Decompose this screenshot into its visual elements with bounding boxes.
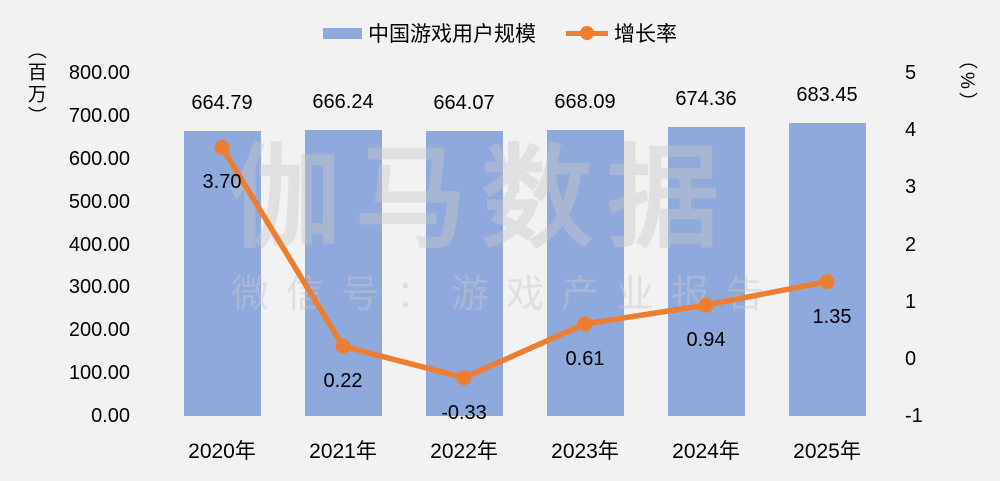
left-axis-tick: 0.00 xyxy=(91,405,130,427)
line-value-label: 0.94 xyxy=(686,329,726,352)
x-axis-label-2020年: 2020年 xyxy=(188,440,256,463)
right-axis-tick: 4 xyxy=(905,119,917,142)
bar-2024年 xyxy=(667,126,745,416)
bar-2023年 xyxy=(546,129,624,416)
bar-series-swatch-icon xyxy=(323,27,362,39)
right-axis-tick: 1 xyxy=(905,290,917,313)
right-axis-tick: 0 xyxy=(905,347,917,370)
bar-value-label: 674.36 xyxy=(675,87,737,110)
line-value-label: 1.35 xyxy=(812,305,852,328)
growth-rate-marker xyxy=(335,338,351,354)
bar-value-label: 664.79 xyxy=(191,91,253,114)
watermark-brand: 伽马数据 xyxy=(229,136,733,261)
bar-value-label: 683.45 xyxy=(796,83,858,106)
left-axis-tick: 800.00 xyxy=(68,62,130,84)
line-value-label: -0.33 xyxy=(441,401,487,424)
bar-2021年 xyxy=(304,130,382,416)
legend-item-bar-series: 中国游戏用户规模 xyxy=(323,18,536,48)
right-axis-tick: -1 xyxy=(905,405,923,427)
legend-label-bar-series: 中国游戏用户规模 xyxy=(368,23,536,46)
growth-rate-line xyxy=(219,145,828,381)
bar-2025年 xyxy=(788,122,866,416)
left-axis-tick: 500.00 xyxy=(68,190,130,213)
right-axis-tick: 2 xyxy=(905,233,917,256)
left-axis-tick: 300.00 xyxy=(68,276,130,299)
x-axis-label-2023年: 2023年 xyxy=(551,440,619,463)
left-axis-tick: 700.00 xyxy=(68,104,130,127)
growth-rate-marker xyxy=(456,370,472,386)
bar-value-label: 664.07 xyxy=(433,92,495,115)
left-axis-tick: 100.00 xyxy=(68,362,130,385)
line-series-marker-icon xyxy=(566,26,608,40)
x-axis-label-2025年: 2025年 xyxy=(793,440,861,463)
left-axis-tick: 600.00 xyxy=(68,147,130,170)
growth-rate-marker xyxy=(214,139,230,155)
right-axis-tick: 5 xyxy=(905,62,917,84)
bar-value-label: 668.09 xyxy=(554,90,616,113)
growth-rate-marker xyxy=(819,274,835,290)
legend: 中国游戏用户规模 增长率 xyxy=(0,18,1000,48)
left-axis-tick: 400.00 xyxy=(68,233,130,256)
bar-value-label: 666.24 xyxy=(312,91,374,114)
x-axis-label-2021年: 2021年 xyxy=(309,440,377,463)
line-value-label: 0.61 xyxy=(565,347,605,370)
line-value-label: 0.22 xyxy=(323,370,363,393)
x-axis-label-2022年: 2022年 xyxy=(430,440,498,463)
growth-rate-marker xyxy=(577,316,593,332)
legend-label-line-series: 增长率 xyxy=(614,23,677,46)
right-axis-tick: 3 xyxy=(905,176,917,199)
line-value-label: 3.70 xyxy=(202,171,242,194)
right-axis-unit-label: （%） xyxy=(955,50,977,114)
left-axis-tick: 200.00 xyxy=(68,319,130,342)
left-axis-unit-label: （百万） xyxy=(24,40,46,128)
bar-2020年 xyxy=(183,130,261,416)
legend-line-dot xyxy=(580,26,594,40)
legend-item-line-series: 增长率 xyxy=(566,18,677,48)
growth-rate-marker xyxy=(698,297,714,313)
x-axis-label-2024年: 2024年 xyxy=(672,440,740,463)
